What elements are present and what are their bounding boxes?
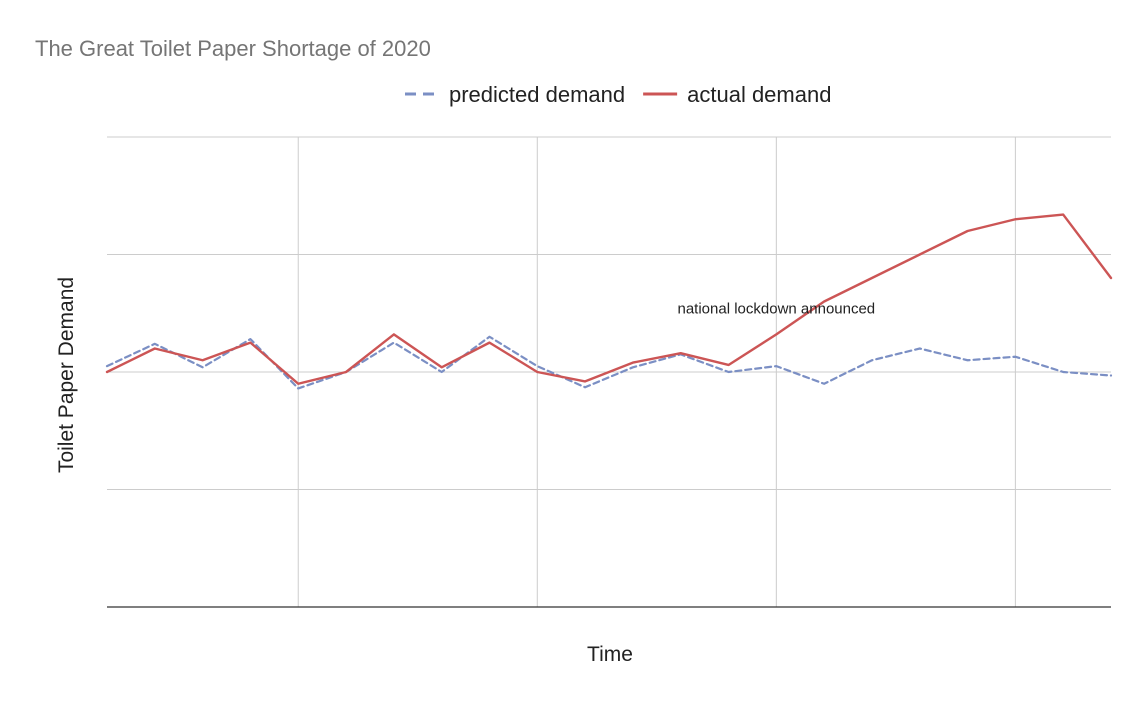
legend-label: actual demand xyxy=(687,82,831,107)
chart-title: The Great Toilet Paper Shortage of 2020 xyxy=(35,36,431,61)
chart-annotations: national lockdown announced xyxy=(678,300,876,317)
legend-item-actual-demand: actual demand xyxy=(643,82,831,107)
legend-item-predicted-demand: predicted demand xyxy=(405,82,625,107)
x-axis-title: Time xyxy=(587,643,633,666)
series-line-predicted-demand xyxy=(105,335,1113,390)
series-line-actual-demand xyxy=(105,213,1113,385)
y-axis-title: Toilet Paper Demand xyxy=(55,277,78,473)
chart-legend: predicted demand actual demand xyxy=(405,82,831,107)
annotation-label: national lockdown announced xyxy=(678,300,876,317)
chart-series xyxy=(105,213,1113,390)
legend-label: predicted demand xyxy=(449,82,625,107)
